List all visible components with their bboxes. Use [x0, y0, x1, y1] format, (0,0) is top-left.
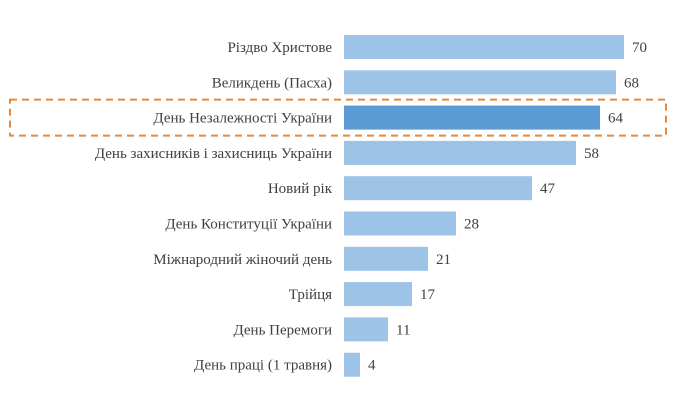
value-label: 47 — [540, 181, 556, 197]
bar — [344, 282, 412, 307]
bar — [344, 211, 456, 236]
category-label: Великдень (Пасха) — [212, 75, 332, 91]
category-label: День Перемоги — [233, 322, 332, 338]
bar — [344, 140, 576, 165]
bar — [344, 352, 360, 377]
bar — [344, 246, 428, 271]
value-label: 64 — [608, 111, 624, 127]
bar — [344, 105, 600, 130]
category-label: День Конституції України — [165, 217, 332, 233]
value-label: 21 — [436, 252, 451, 268]
bar — [344, 317, 388, 342]
value-label: 28 — [464, 217, 479, 233]
bar — [344, 70, 616, 95]
category-label: День Незалежності України — [153, 111, 332, 127]
value-label: 11 — [396, 322, 410, 338]
value-label: 70 — [632, 40, 647, 56]
value-label: 4 — [368, 358, 376, 374]
category-label: Трійця — [289, 287, 332, 303]
value-label: 58 — [584, 146, 599, 162]
bar — [344, 176, 532, 201]
value-label: 17 — [420, 287, 436, 303]
highlight-box — [9, 98, 667, 137]
bar — [344, 35, 624, 59]
category-label: Новий рік — [268, 181, 333, 197]
category-label: Різдво Христове — [227, 40, 332, 56]
value-label: 68 — [624, 75, 639, 91]
category-label: День праці (1 травня) — [194, 358, 332, 374]
category-label: Міжнародний жіночий день — [153, 252, 332, 268]
category-label: День захисників і захисниць України — [95, 146, 332, 162]
